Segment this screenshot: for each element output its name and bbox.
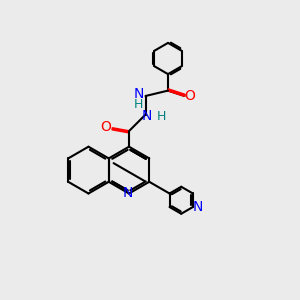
Text: N: N (122, 187, 133, 200)
Text: N: N (192, 200, 203, 214)
Text: H: H (134, 98, 144, 111)
Text: O: O (184, 89, 195, 103)
Text: N: N (134, 88, 144, 101)
Text: N: N (142, 109, 152, 123)
Text: H: H (157, 110, 166, 123)
Text: O: O (100, 120, 111, 134)
